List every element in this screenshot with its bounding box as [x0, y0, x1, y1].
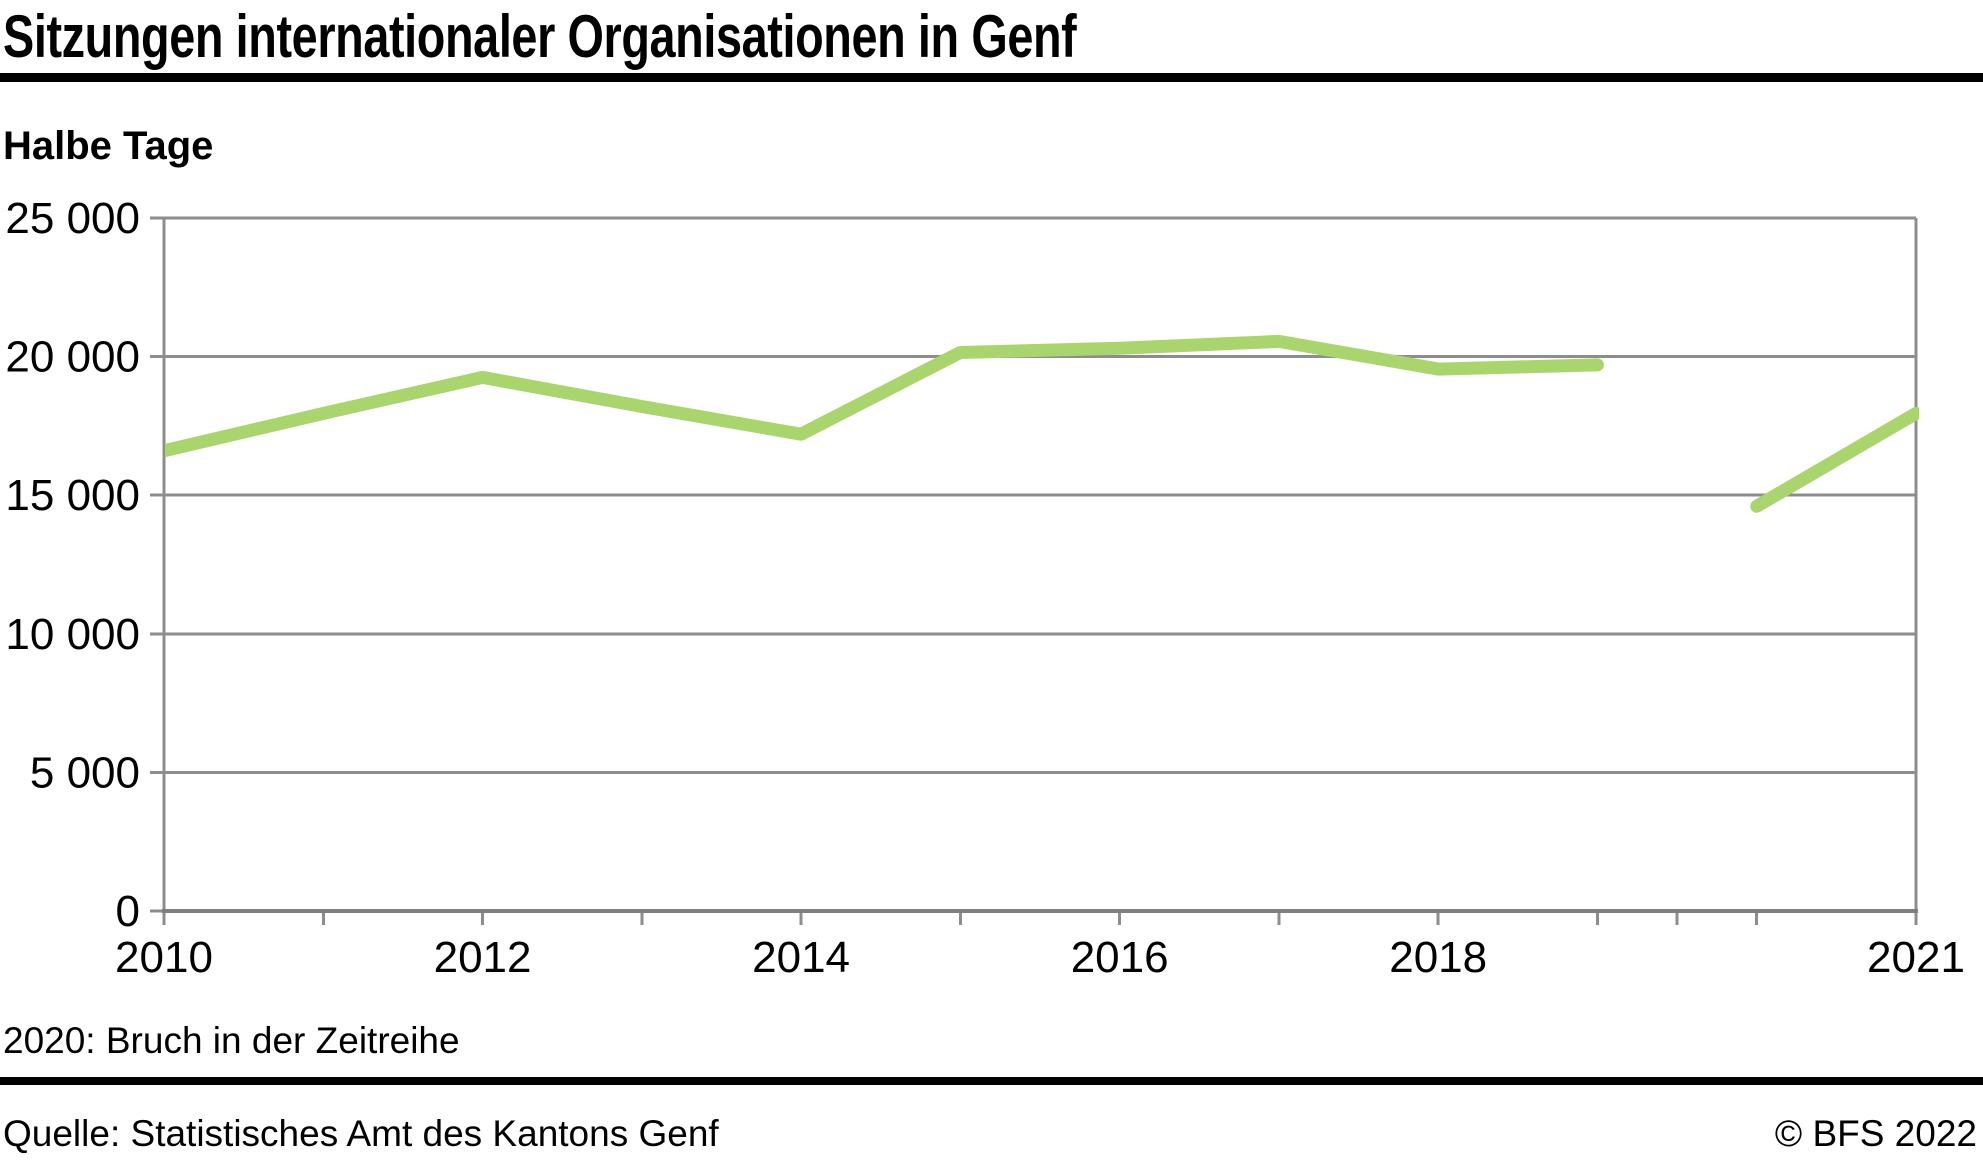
y-axis-tick-label: 0	[116, 887, 140, 936]
x-axis-tick-label: 2012	[434, 933, 532, 982]
series-line-segment	[1750, 406, 1919, 513]
y-axis-unit-label: Halbe Tage	[3, 124, 214, 168]
chart-title: Sitzungen internationaler Organisationen…	[3, 3, 1077, 70]
series-line-segment	[165, 334, 1604, 458]
y-axis-tick-label: 10 000	[5, 610, 140, 659]
y-axis-tick-label: 5 000	[30, 748, 140, 797]
y-axis-tick-label: 25 000	[5, 194, 140, 243]
series-break-footnote: 2020: Bruch in der Zeitreihe	[3, 1020, 460, 1061]
x-axis-tick-label: 2016	[1071, 933, 1169, 982]
x-axis-tick-label: 2021	[1867, 933, 1965, 982]
y-axis-tick-label: 15 000	[5, 471, 140, 520]
title-rule	[0, 73, 1983, 82]
x-axis-tick-label: 2010	[115, 933, 213, 982]
footer-rule	[0, 1077, 1983, 1085]
x-axis-tick-label: 2018	[1389, 933, 1487, 982]
x-axis-tick-label: 2014	[752, 933, 850, 982]
source-label: Quelle: Statistisches Amt des Kantons Ge…	[3, 1113, 719, 1154]
copyright-label: © BFS 2022	[1774, 1113, 1977, 1154]
y-axis-tick-label: 20 000	[5, 333, 140, 382]
